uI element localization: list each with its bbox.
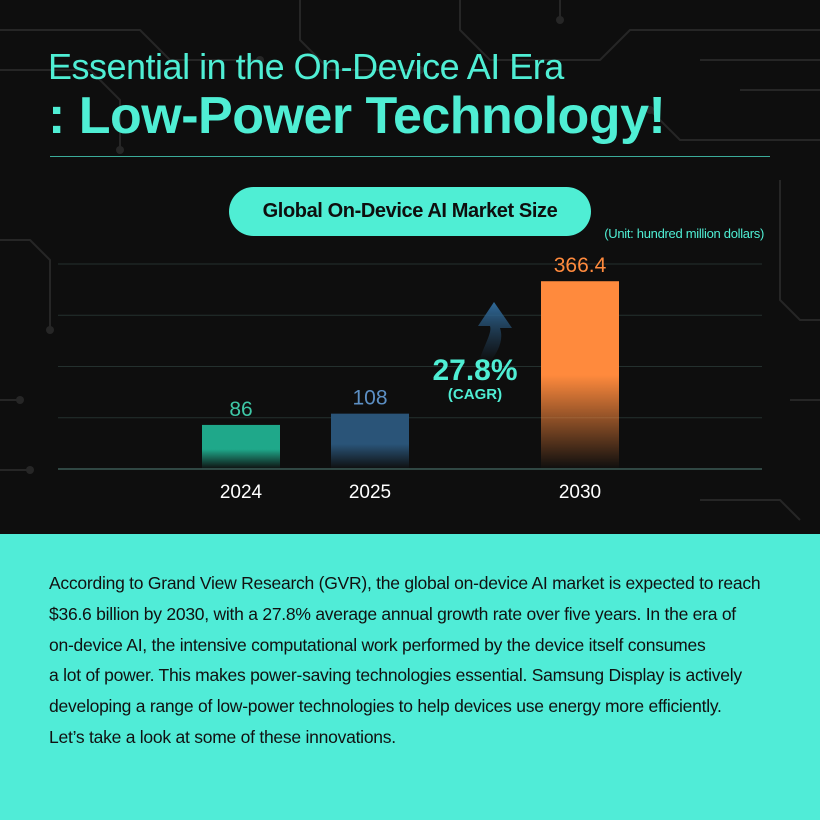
- description-line: According to Grand View Research (GVR), …: [49, 573, 761, 593]
- description-text: According to Grand View Research (GVR), …: [49, 568, 789, 753]
- bar-2025: [331, 413, 409, 469]
- chart-title: Global On-Device AI Market Size: [229, 187, 591, 236]
- value-label-2030: 366.4: [554, 254, 607, 277]
- bar-chart: 86 108 366.4 2024 2025 2030 27.8% (CAGR): [58, 254, 762, 503]
- title-divider: [50, 156, 770, 157]
- cagr-caption: (CAGR): [448, 386, 502, 403]
- x-tick-2025: 2025: [349, 482, 391, 503]
- description-line: a lot of power. This makes power-saving …: [49, 665, 742, 686]
- description-line: on-device AI, the intensive computationa…: [49, 634, 706, 655]
- chart-unit-note: (Unit: hundred million dollars): [604, 226, 764, 241]
- description-line: developing a range of low-power technolo…: [49, 696, 722, 717]
- title-line-1: Essential in the On-Device AI Era: [48, 46, 564, 87]
- value-label-2025: 108: [352, 387, 387, 410]
- description-panel: According to Grand View Research (GVR), …: [0, 534, 820, 820]
- bar-2024: [202, 424, 280, 469]
- title-line-2: : Low-Power Technology!: [48, 87, 666, 145]
- x-tick-2030: 2030: [559, 482, 601, 503]
- cagr-value: 27.8%: [432, 354, 517, 387]
- description-line: $36.6 billion by 2030, with a 27.8% aver…: [49, 603, 736, 624]
- circuit-pattern-icon: [0, 0, 820, 521]
- bar-2030: [541, 281, 619, 469]
- x-tick-2024: 2024: [220, 482, 263, 503]
- description-line: Let’s take a look at some of these innov…: [49, 726, 396, 747]
- curved-up-arrow-icon: [478, 302, 512, 362]
- value-label-2024: 86: [229, 398, 252, 421]
- header-panel: Essential in the On-Device AI Era : Low-…: [0, 0, 820, 521]
